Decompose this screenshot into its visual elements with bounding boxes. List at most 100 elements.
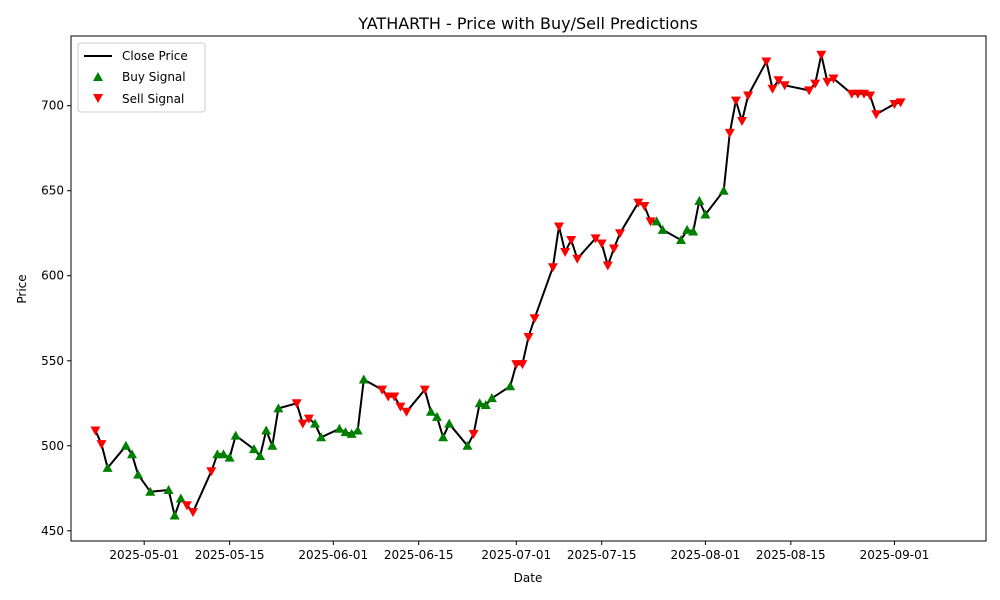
buy-signal-marker xyxy=(486,393,497,403)
legend-buy-signal-marker xyxy=(93,72,103,81)
sell-signal-marker xyxy=(761,57,772,67)
legend-box xyxy=(77,42,206,113)
sell-signal-marker xyxy=(773,76,784,86)
buy-signal-marker xyxy=(224,452,235,462)
sell-signal-marker xyxy=(560,247,571,257)
sell-signal-marker xyxy=(737,117,747,127)
x-tick-label: 2025-05-15 xyxy=(195,548,265,562)
sell-signal-marker xyxy=(602,261,613,271)
buy-signal-marker xyxy=(694,195,705,205)
y-tick-label: 450 xyxy=(41,524,64,538)
legend-sell-signal-marker xyxy=(93,94,103,103)
buy-signal-marker xyxy=(425,406,436,416)
x-tick-label: 2025-07-01 xyxy=(481,548,551,562)
series-layer xyxy=(90,50,906,520)
sell-signal-marker xyxy=(779,81,790,91)
buy-signal-marker xyxy=(358,374,369,384)
buy-signal-marker xyxy=(261,425,272,435)
sell-signal-marker xyxy=(804,86,815,96)
x-tick-label: 2025-06-15 xyxy=(384,548,454,562)
buy-signal-marker xyxy=(676,235,686,245)
x-tick-label: 2025-07-15 xyxy=(567,548,637,562)
y-tick-label: 650 xyxy=(41,184,64,198)
sell-signal-marker xyxy=(645,217,656,227)
sell-signal-marker xyxy=(895,98,906,108)
sell-signal-marker xyxy=(724,128,735,138)
buy-signal-marker xyxy=(352,425,363,435)
buy-signal-marker xyxy=(505,381,516,391)
buy-signal-marker xyxy=(175,493,186,503)
sell-signal-marker xyxy=(377,385,388,395)
sell-signal-marker xyxy=(572,254,583,264)
x-tick-label: 2025-05-01 xyxy=(109,548,179,562)
sell-signal-marker xyxy=(889,100,900,110)
sell-signal-marker xyxy=(639,202,650,212)
buy-signal-marker xyxy=(120,440,131,450)
buy-signal-marker xyxy=(340,427,351,437)
buy-signal-marker xyxy=(432,411,442,421)
buy-signal-marker xyxy=(480,399,491,409)
buy-signal-marker xyxy=(169,510,180,520)
sell-signal-marker xyxy=(596,239,607,249)
y-tick-label: 700 xyxy=(41,99,64,113)
y-tick-label: 550 xyxy=(41,354,64,368)
sell-signal-marker xyxy=(554,222,564,232)
buy-signal-marker xyxy=(334,423,345,433)
sell-signal-marker xyxy=(529,314,540,324)
sell-signal-marker xyxy=(566,236,577,246)
sell-signal-marker xyxy=(810,79,821,89)
buy-signal-marker xyxy=(688,226,699,236)
buy-signal-marker xyxy=(718,185,729,195)
sell-signal-marker xyxy=(188,508,198,518)
buy-signal-marker xyxy=(651,216,662,226)
legend-buy-signal-label: Buy Signal xyxy=(122,70,186,84)
sell-signal-marker xyxy=(96,440,107,450)
sell-signal-marker xyxy=(291,399,302,409)
buy-signal-marker xyxy=(273,403,284,413)
x-tick-label: 2025-09-01 xyxy=(860,548,930,562)
x-tick-label: 2025-08-15 xyxy=(756,548,826,562)
legend: Close Price Buy Signal Sell Signal xyxy=(77,42,206,113)
sell-signal-marker xyxy=(822,77,833,87)
legend-sell-signal-label: Sell Signal xyxy=(122,92,184,106)
buy-signal-marker xyxy=(163,484,174,494)
sell-signal-marker xyxy=(303,414,314,424)
sell-signal-marker xyxy=(206,467,217,477)
buy-signal-marker xyxy=(444,418,455,428)
sell-signal-marker xyxy=(181,501,192,511)
sell-signal-marker xyxy=(730,96,741,106)
buy-signal-marker xyxy=(346,428,357,438)
buy-signal-marker xyxy=(316,432,327,442)
buy-signal-marker xyxy=(145,486,156,496)
sell-signal-marker xyxy=(743,91,754,101)
y-tick-label: 600 xyxy=(41,269,64,283)
y-axis-title: Price xyxy=(15,274,29,303)
sell-signal-marker xyxy=(816,50,827,60)
x-axis: 2025-05-01 2025-05-15 2025-06-01 2025-06-15… xyxy=(109,541,929,562)
buy-signal-marker xyxy=(310,418,320,428)
x-tick-label: 2025-06-01 xyxy=(298,548,368,562)
sell-signal-marker xyxy=(401,407,412,417)
sell-signal-marker xyxy=(633,198,644,208)
sell-signal-marker xyxy=(871,110,882,120)
sell-signal-marker xyxy=(395,402,406,412)
sell-signal-marker xyxy=(419,385,430,395)
sell-signal-marker xyxy=(608,244,619,254)
chart-title: YATHARTH - Price with Buy/Sell Predictio… xyxy=(357,14,698,33)
sell-signal-marker xyxy=(517,360,528,370)
buy-signal-marker xyxy=(438,432,449,442)
axes-frame xyxy=(70,35,987,542)
sell-signal-marker xyxy=(547,263,558,273)
sell-signal-marker xyxy=(90,426,101,436)
y-axis: 450 500 550 600 650 700 xyxy=(41,99,71,538)
buy-signal-marker xyxy=(657,224,668,234)
x-axis-title: Date xyxy=(514,571,543,585)
sell-signal-marker xyxy=(590,234,601,244)
buy-signal-marker xyxy=(127,449,137,459)
sell-signal-marker xyxy=(297,419,308,429)
buy-signal-marker xyxy=(230,430,241,440)
buy-signal-marker xyxy=(462,440,473,450)
buy-signal-marker xyxy=(249,444,259,454)
legend-close-price-label: Close Price xyxy=(122,49,188,63)
